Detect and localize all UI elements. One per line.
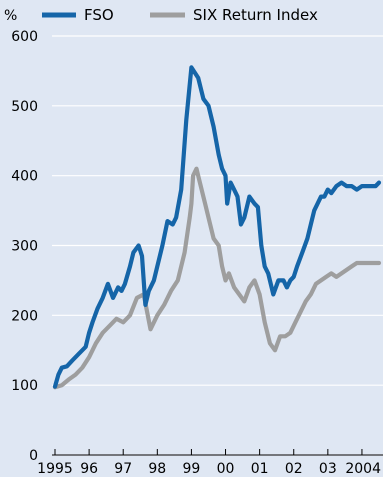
y-tick-label: 600: [11, 29, 38, 45]
x-axis: 1995 96 97 98 99 00 01 02 03 2004: [37, 449, 383, 477]
series-line-fso: [52, 65, 382, 389]
plot-area: [52, 65, 382, 390]
y-axis-unit-label: %: [4, 8, 17, 24]
y-tick-label: 0: [29, 448, 38, 464]
legend: FSO SIX Return Index: [42, 6, 318, 24]
x-tick-label: 00: [217, 461, 235, 477]
y-tick-label: 200: [11, 308, 38, 324]
legend-label-fso: FSO: [84, 6, 114, 24]
x-tick-label: 01: [251, 461, 269, 477]
x-tick-label: 96: [80, 461, 98, 477]
y-tick-label: 500: [11, 99, 38, 115]
y-tick-label: 400: [11, 169, 38, 185]
x-tick-label: 98: [148, 461, 166, 477]
x-tick-label: 02: [285, 461, 303, 477]
x-tick-label: 1995: [37, 461, 73, 477]
x-tick-label: 03: [319, 461, 337, 477]
x-tick-label: 2004: [345, 461, 381, 477]
y-axis: 0 100 200 300 400 500 600%: [4, 8, 38, 464]
y-tick-label: 300: [11, 239, 38, 255]
x-tick-label: 97: [114, 461, 132, 477]
series-line-six-return-index: [52, 166, 382, 390]
x-tick-label: 99: [183, 461, 201, 477]
legend-label-six-return-index: SIX Return Index: [193, 6, 318, 24]
grid-lines: [52, 35, 383, 456]
y-tick-label: 100: [11, 378, 38, 394]
